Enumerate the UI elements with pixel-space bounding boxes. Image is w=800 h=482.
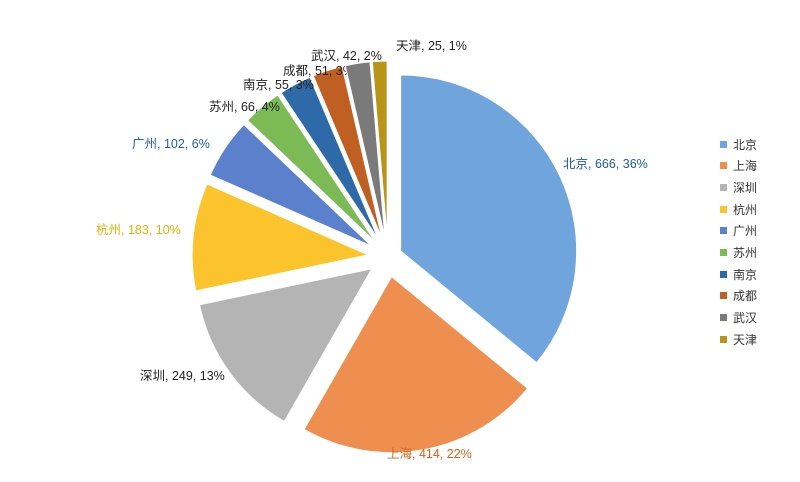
slice-data-label: 天津, 25, 1% [396,39,467,53]
slice-data-label: 北京, 666, 36% [563,157,648,171]
legend-item: 天津 [720,331,757,347]
pie-slice [209,123,372,247]
pie-slice [400,74,578,364]
legend-swatch [720,270,727,278]
legend-item: 上海 [720,158,757,174]
legend-label: 杭州 [733,202,758,217]
chart-legend: 北京 上海 深圳 杭州 广州 苏州 南京 成都 武汉 天津 [720,136,757,347]
slice-data-label: 武汉, 42, 2% [311,49,382,63]
legend-label: 南京 [733,267,758,282]
legend-swatch [720,248,727,256]
pie-slice [198,268,373,423]
legend-label: 成都 [733,289,758,304]
legend-swatch [720,205,727,213]
slice-data-label: 广州, 102, 6% [132,137,210,151]
pie-slice [344,61,386,238]
legend-item: 南京 [720,266,757,282]
legend-label: 北京 [733,137,758,152]
slice-data-label: 深圳, 249, 13% [140,369,225,383]
legend-swatch [720,335,727,343]
legend-label: 上海 [733,159,758,174]
legend-item: 苏州 [720,244,757,260]
legend-item: 武汉 [720,310,757,326]
legend-swatch [720,162,727,170]
legend-label: 天津 [733,332,758,347]
legend-item: 北京 [720,136,757,152]
legend-item: 广州 [720,223,757,239]
pie-slice [280,76,379,240]
pie-slice [246,94,376,243]
legend-item: 成都 [720,288,757,304]
legend-swatch [720,183,727,191]
legend-label: 苏州 [733,245,758,260]
legend-swatch [720,314,727,321]
legend-label: 广州 [733,224,758,239]
slice-data-label: 杭州, 183, 10% [96,222,181,237]
legend-swatch [720,140,727,148]
slice-data-label: 成都, 51, 3% [283,64,354,78]
pie-slice [371,60,388,238]
legend-item: 杭州 [720,201,757,217]
legend-item: 深圳 [720,179,757,195]
pie-slice [303,275,529,454]
legend-swatch [720,227,727,235]
legend-swatch [720,292,727,300]
slice-data-label: 上海, 414, 22% [387,446,472,461]
slice-data-label: 南京, 55, 3% [243,77,314,92]
legend-label: 深圳 [733,180,758,195]
legend-label: 武汉 [733,311,758,325]
slice-data-label: 苏州, 66, 4% [209,99,280,114]
pie-slice [312,65,383,239]
pie-slice [191,183,370,292]
